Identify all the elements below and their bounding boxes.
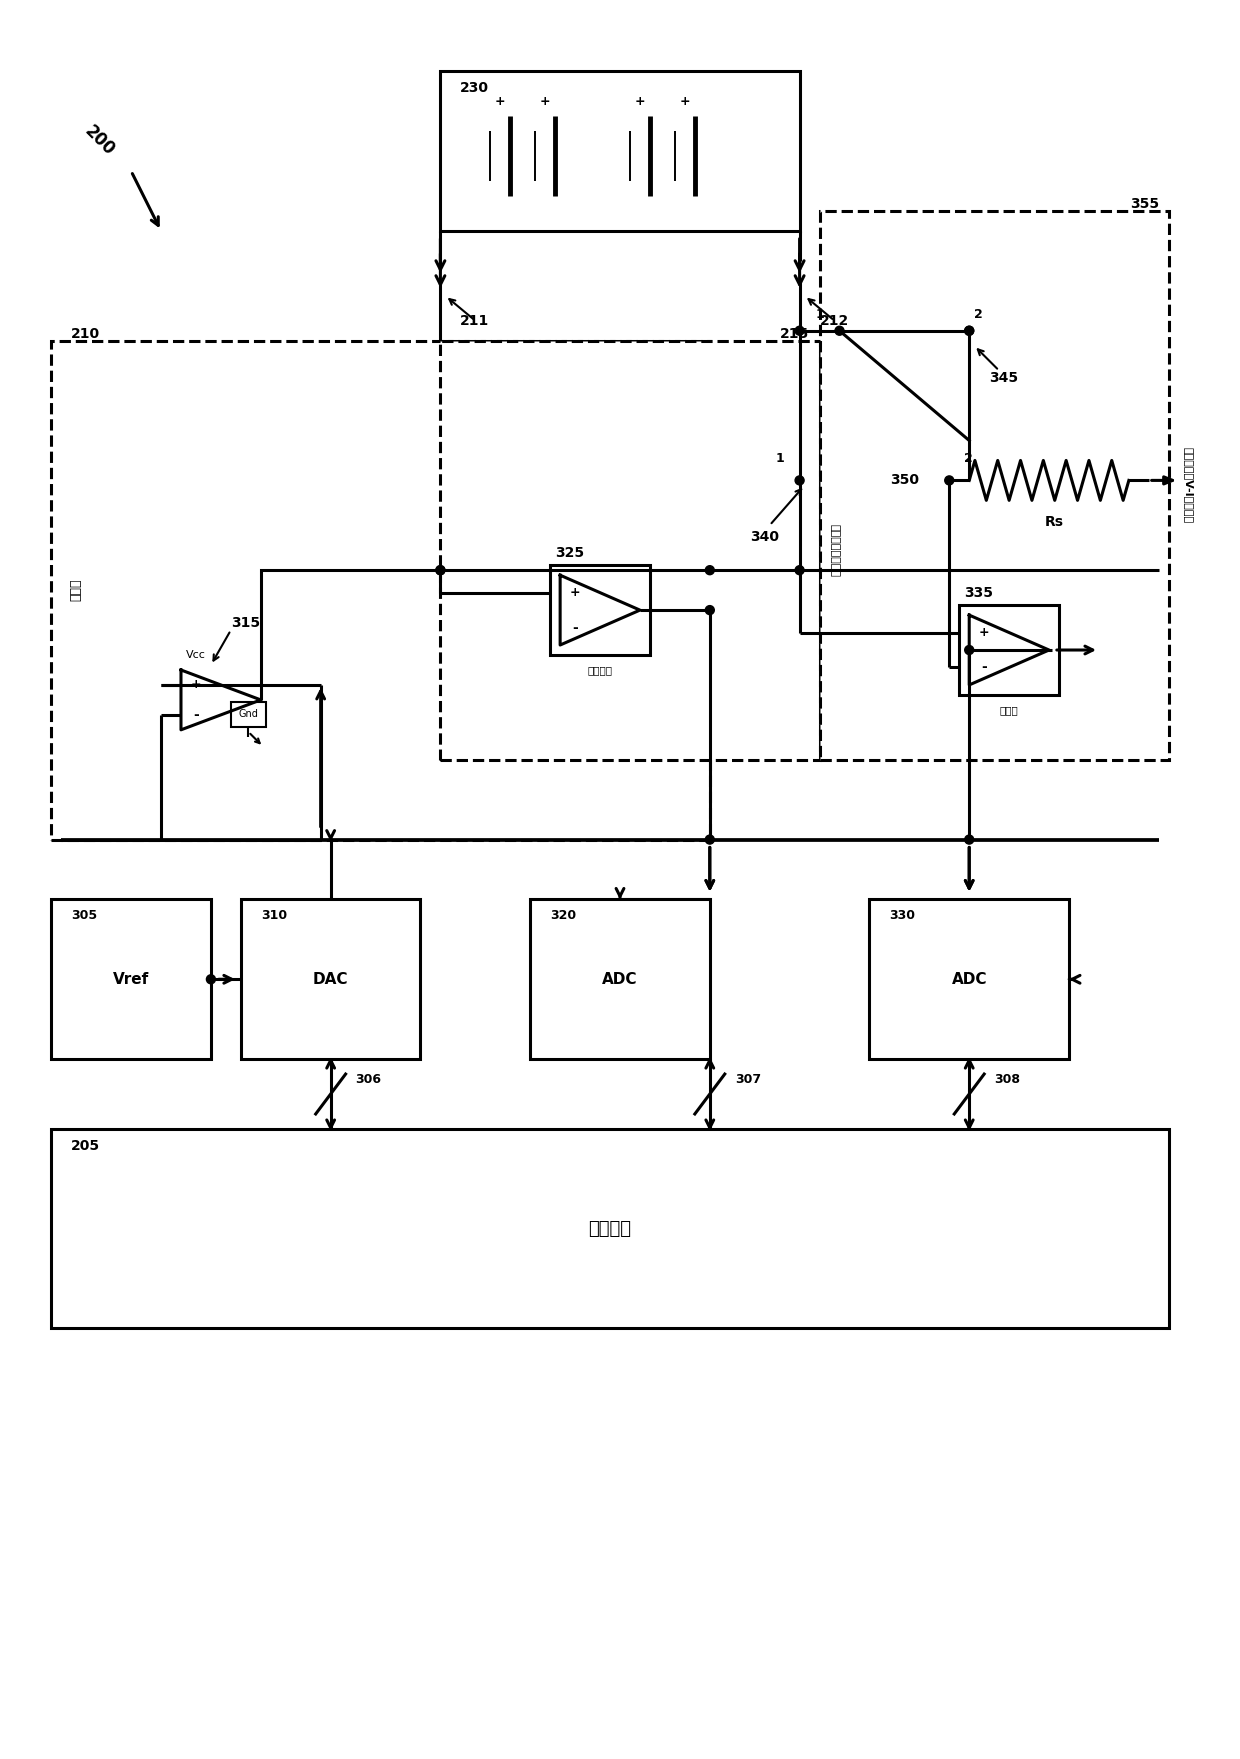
- Text: -: -: [981, 660, 987, 674]
- Text: 325: 325: [556, 547, 584, 559]
- Bar: [241, 899, 420, 1059]
- Text: 310: 310: [260, 909, 286, 922]
- Text: 2: 2: [965, 452, 973, 466]
- Text: 230: 230: [460, 81, 490, 95]
- Text: DAC: DAC: [312, 971, 348, 987]
- Text: 212: 212: [820, 313, 849, 327]
- Text: -: -: [193, 707, 198, 721]
- Text: 200: 200: [81, 123, 119, 160]
- Bar: [531, 899, 709, 1059]
- Text: 308: 308: [994, 1073, 1021, 1085]
- Text: +: +: [680, 95, 691, 107]
- Text: Rs: Rs: [1044, 515, 1064, 529]
- Bar: [440, 341, 820, 760]
- Text: 205: 205: [71, 1138, 100, 1152]
- Circle shape: [795, 325, 804, 336]
- Text: +: +: [570, 586, 580, 600]
- Bar: [440, 72, 800, 230]
- Text: 345: 345: [990, 371, 1018, 385]
- Text: Vcc: Vcc: [186, 651, 206, 660]
- Text: 高增益: 高增益: [999, 705, 1018, 714]
- Circle shape: [965, 325, 973, 336]
- Text: 355: 355: [1130, 197, 1159, 211]
- Text: 2: 2: [975, 308, 983, 320]
- Text: +: +: [635, 95, 645, 107]
- Text: 215: 215: [780, 327, 810, 341]
- Text: 电压源: 电压源: [69, 579, 83, 602]
- Text: 306: 306: [356, 1073, 382, 1085]
- Circle shape: [706, 566, 714, 575]
- Circle shape: [436, 566, 445, 575]
- Circle shape: [795, 477, 804, 485]
- Text: 315: 315: [231, 616, 260, 630]
- Bar: [51, 1129, 1169, 1328]
- Bar: [551, 565, 650, 654]
- Circle shape: [706, 605, 714, 614]
- Bar: [51, 899, 211, 1059]
- Circle shape: [965, 646, 973, 654]
- Text: 350: 350: [890, 473, 919, 487]
- Text: 307: 307: [735, 1073, 761, 1085]
- Circle shape: [436, 566, 445, 575]
- Text: 处理单元: 处理单元: [589, 1219, 631, 1238]
- Text: +: +: [191, 679, 201, 691]
- Text: 330: 330: [889, 909, 915, 922]
- Circle shape: [706, 836, 714, 844]
- Text: 305: 305: [71, 909, 98, 922]
- Text: 1: 1: [816, 308, 825, 320]
- Text: Vref: Vref: [113, 971, 149, 987]
- Text: -: -: [572, 621, 578, 635]
- Text: 335: 335: [965, 586, 993, 600]
- Text: 1: 1: [776, 452, 785, 466]
- Text: ADC: ADC: [951, 971, 987, 987]
- Bar: [820, 211, 1169, 760]
- Text: Gnd: Gnd: [238, 709, 258, 719]
- Circle shape: [206, 974, 216, 983]
- Text: 340: 340: [750, 529, 779, 544]
- Circle shape: [945, 477, 954, 485]
- Bar: [51, 341, 709, 839]
- Text: +: +: [539, 95, 551, 107]
- Circle shape: [965, 836, 973, 844]
- Circle shape: [835, 325, 844, 336]
- Text: +: +: [495, 95, 506, 107]
- Bar: [231, 702, 265, 726]
- Text: 211: 211: [460, 313, 490, 327]
- Text: 第一电压测量电路: 第一电压测量电路: [830, 524, 839, 577]
- Text: 320: 320: [551, 909, 577, 922]
- Text: 多路复用的V-I测量电路: 多路复用的V-I测量电路: [1184, 447, 1194, 524]
- Text: 单位增益: 单位增益: [588, 665, 613, 675]
- Text: 210: 210: [71, 327, 100, 341]
- Circle shape: [965, 325, 973, 336]
- Text: ADC: ADC: [603, 971, 637, 987]
- Bar: [960, 605, 1059, 695]
- Bar: [869, 899, 1069, 1059]
- Circle shape: [795, 566, 804, 575]
- Text: +: +: [978, 626, 990, 639]
